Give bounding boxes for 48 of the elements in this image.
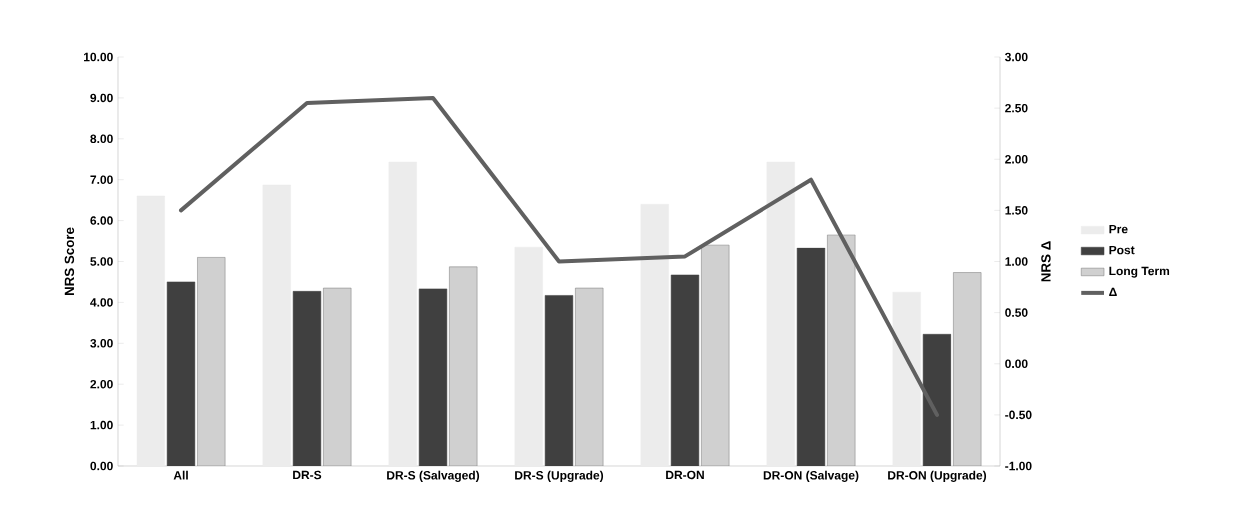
bar <box>197 257 226 466</box>
y2-tick-label: 1.50 <box>1005 206 1028 215</box>
bar <box>418 288 448 466</box>
x-tick-label: All <box>173 470 188 480</box>
bar <box>575 287 604 466</box>
y-tick-label: 4.00 <box>90 298 113 307</box>
bar <box>827 234 856 466</box>
line-series <box>179 95 939 417</box>
bar <box>166 281 196 466</box>
legend-label: Pre <box>1109 224 1128 234</box>
y-tick-label: 6.00 <box>90 216 113 225</box>
y2-tick-label: 2.00 <box>1005 155 1028 164</box>
y-tick-label: 2.00 <box>90 379 113 389</box>
y2-tick-label: -1.00 <box>1005 461 1032 471</box>
bar <box>953 272 982 466</box>
y2-tick-label: -0.50 <box>1005 410 1032 420</box>
bar <box>292 291 322 466</box>
x-tick-label: DR-S <box>293 470 322 480</box>
y-tick-label: 10.00 <box>84 52 113 62</box>
y-tick-label: 7.00 <box>90 175 113 184</box>
y2-tick-label: 0.50 <box>1005 308 1028 317</box>
y-tick-label: 3.00 <box>90 339 113 348</box>
y-tick-label: 5.00 <box>90 257 113 266</box>
y-tick-label: 9.00 <box>90 93 113 103</box>
x-tick-label: DR-S (Salvaged) <box>387 470 480 482</box>
bar <box>701 244 730 466</box>
y2-tick-label: 3.00 <box>1004 52 1028 62</box>
bar <box>449 266 478 466</box>
y2-tick-label: 2.50 <box>1005 103 1028 113</box>
y-axis-title: NRS Score <box>64 227 75 296</box>
x-tick-label: DR-ON (Upgrade) <box>888 470 987 482</box>
y2-tick-label: 1.00 <box>1005 257 1028 266</box>
x-tick-label: DR-ON <box>666 470 704 480</box>
y-tick-label: 0.00 <box>90 461 113 471</box>
bar <box>922 334 952 466</box>
legend-label: Δ <box>1109 287 1117 297</box>
x-tick-label: DR-ON (Salvage) <box>763 470 859 482</box>
bar <box>323 287 352 466</box>
y2-tick-label: 0.00 <box>1005 359 1028 369</box>
bar <box>796 247 826 466</box>
x-tick-label: DR-S (Upgrade) <box>515 470 604 482</box>
bar <box>544 295 574 466</box>
y2-axis-title: NRS Δ <box>1041 241 1051 282</box>
legend-label: Long Term <box>1109 266 1170 278</box>
y-tick-label: 8.00 <box>90 134 113 144</box>
legend-label: Post <box>1109 245 1135 255</box>
y-tick-label: 1.00 <box>90 420 113 430</box>
bar <box>670 274 700 466</box>
